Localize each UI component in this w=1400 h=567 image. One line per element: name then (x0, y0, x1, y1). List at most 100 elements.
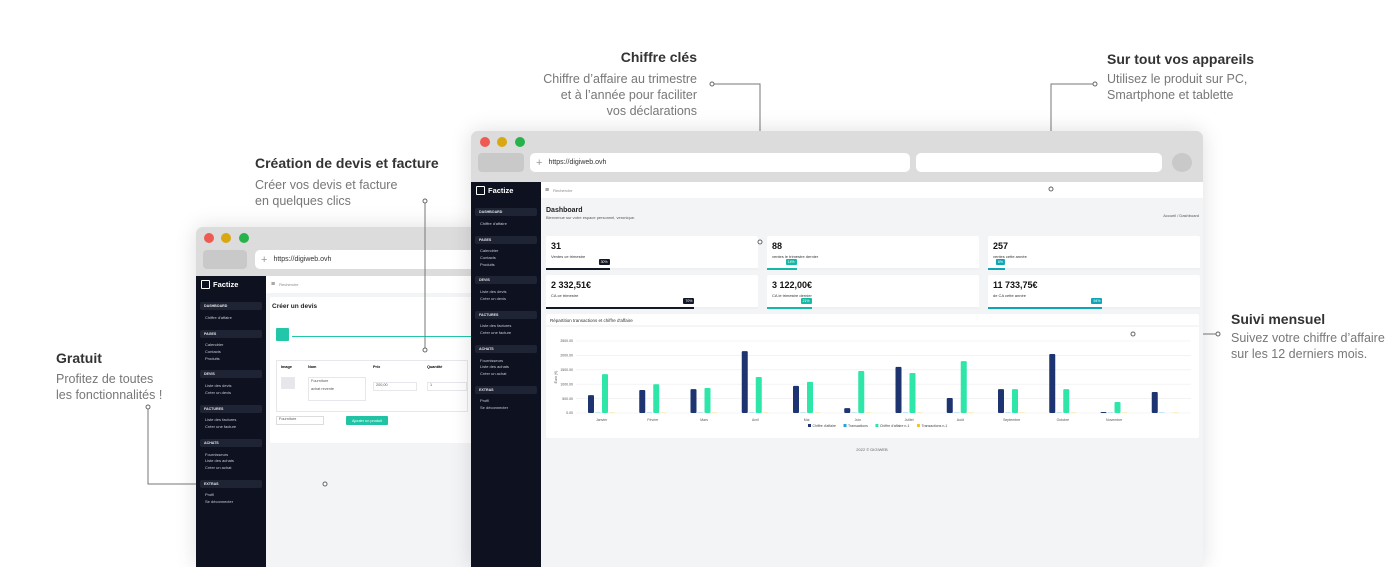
menu-item: Profil (205, 492, 215, 498)
url-bar: + https://digiweb.ovh (255, 250, 486, 269)
annotation-line: vos déclarations (606, 104, 697, 118)
dashboard-title: Dashboard (546, 207, 583, 214)
browser-chrome: + https://digiweb.ovh (471, 131, 1203, 182)
legend-swatch (875, 424, 879, 427)
kpi-progress (546, 306, 695, 309)
y-tick-label: 500.00 (562, 397, 573, 401)
menu-item: Se déconnecter (205, 498, 234, 504)
bar (793, 385, 799, 413)
bar (960, 361, 967, 413)
x-tick-label: Septembre (1003, 418, 1020, 422)
kpi-badge: 30% (598, 259, 610, 265)
annotation-line: Profitez de toutes (56, 372, 154, 386)
kpi-label: CA ce trimestre (551, 293, 579, 298)
x-tick-label: Avril (752, 418, 759, 422)
name: Fourniture (311, 379, 329, 383)
menu-section: DEVIS (475, 276, 537, 285)
minimize-dot (497, 137, 507, 147)
menu-item: Contacts (205, 348, 221, 354)
image-placeholder (281, 377, 295, 389)
menu-section: DASHBOARD (475, 208, 537, 216)
menu-item: Liste des factures (205, 417, 237, 423)
kpi-value: 31 (551, 241, 562, 251)
kpi-track (988, 267, 1200, 270)
quantity: 1 (427, 382, 467, 391)
menu-item: Chiffre d'affaire (480, 220, 507, 226)
bar (909, 372, 916, 413)
nav-buttons (203, 250, 247, 269)
bar (1151, 391, 1158, 413)
bar (1063, 389, 1070, 413)
menu-item: Chiffre d'affaire (205, 314, 232, 320)
nav-buttons (478, 153, 524, 172)
menu-item: Calendrier (480, 248, 499, 254)
chart-title: Répartition transactions et chiffre d'af… (550, 318, 633, 323)
menu-section: PAGES (475, 235, 537, 244)
price: 200,00 (373, 382, 417, 391)
annotation-title: Chiffre clés (620, 49, 697, 65)
chart-card: Répartition transactions et chiffre d'af… (546, 314, 1199, 438)
kpi-label: Ventes ce trimestre (551, 254, 586, 259)
menu-section: FACTURES (475, 310, 537, 319)
chart: Répartition transactions et chiffre d'af… (546, 318, 1199, 428)
menu-section: FACTURES (200, 404, 262, 413)
legend-swatch (916, 424, 920, 427)
annotation-line: Utilisez le produit sur PC, (1107, 72, 1248, 86)
th: Quantité (427, 365, 443, 369)
menu-item: Calendrier (205, 342, 224, 348)
menu-item: Se déconnecter (480, 404, 509, 410)
close-dot (204, 233, 214, 243)
annotation: Suivi mensuel Suivez votre chiffre d’aff… (1231, 311, 1385, 362)
kpi-progress (546, 267, 610, 270)
kpi-label: ventes cette année (993, 254, 1027, 259)
kpi-badge: 8% (995, 259, 1005, 265)
menu-section: DASHBOARD (200, 302, 262, 310)
th: Nom (308, 365, 317, 369)
y-tick-label: 1500.00 (560, 368, 573, 372)
brand-name: Factize (213, 280, 239, 289)
url-bar: + https://digiweb.ovh (530, 153, 910, 172)
profile-button (1172, 153, 1192, 172)
front-window: + https://digiweb.ovh Factize DASHBOARD Ch… (471, 131, 1203, 567)
bar (998, 389, 1004, 413)
menu-section: ACHATS (475, 344, 537, 353)
menu-item: Liste des achats (205, 458, 234, 464)
legend-label: Transactions n-1 (921, 424, 947, 428)
annotation: Sur tout vos appareils Utilisez le produ… (1107, 51, 1254, 103)
quote-panel: Créer un devis Image Nom Prix Quantité F… (270, 297, 486, 443)
y-tick-label: 1000.00 (560, 382, 573, 386)
annotation-line: Chiffre d’affaire au trimestre (543, 72, 697, 86)
back-window: + https://digiweb.ovh Factize DASHBOARD Ch… (196, 227, 486, 567)
menu-item: Profil (480, 398, 490, 404)
annotation: Gratuit Profitez de toutes les fonctionn… (56, 350, 162, 403)
x-tick-label: Octobre (1057, 418, 1070, 422)
menu-item: Contacts (480, 254, 496, 260)
menu-item: Créer une facture (480, 329, 512, 335)
th: Prix (373, 365, 381, 369)
kpi-label: de CA cette année (993, 293, 1026, 298)
annotation-title: Sur tout vos appareils (1107, 51, 1255, 67)
kpi-badge: 54% (1091, 298, 1103, 304)
name-field: Fourniture achat revente (308, 377, 366, 401)
menu-item: Créer un achat (480, 370, 507, 376)
kpi-badge: 14% (785, 259, 797, 265)
search: Recherche (553, 187, 573, 193)
bar (844, 408, 851, 413)
welcome: Bienvenue sur votre espace personnel, ve… (546, 215, 636, 220)
menu-item: Fournisseurs (480, 357, 504, 363)
highlight-line (292, 336, 486, 337)
kpi-card: 2 332,51€ CA ce trimestre 70% (546, 275, 758, 309)
bar (858, 370, 865, 413)
bar (755, 377, 762, 413)
annotation-line: les fonctionnalités ! (56, 388, 163, 402)
product-select: Fourniture (276, 416, 324, 425)
kpi-track (767, 306, 979, 309)
menu: DASHBOARD Chiffre d'affaire PAGES Calendrie… (196, 302, 266, 505)
menu-item: Créer un achat (205, 464, 232, 470)
bar (1049, 353, 1056, 413)
bar (1100, 411, 1107, 413)
status-badge (276, 328, 289, 341)
annotation-line: en quelques clics (255, 194, 351, 208)
top-bar: ≡ Recherche (266, 276, 486, 293)
y-tick-label: 2500.00 (560, 339, 573, 343)
